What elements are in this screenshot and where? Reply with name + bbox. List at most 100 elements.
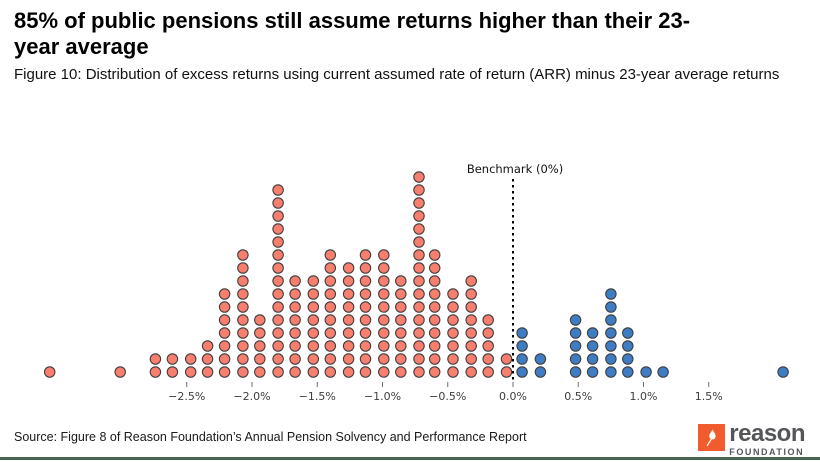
dot-negative-excess-return — [324, 353, 337, 365]
x-axis-tick-label: −2.5% — [168, 390, 205, 403]
dot-negative-excess-return — [465, 314, 477, 326]
dot-negative-excess-return — [254, 340, 266, 352]
dot-negative-excess-return — [342, 262, 355, 274]
dot-positive-excess-return — [657, 366, 669, 378]
dot-positive-excess-return — [605, 327, 617, 339]
dot-negative-excess-return — [428, 249, 441, 261]
dot-negative-excess-return — [324, 275, 337, 287]
dot-negative-excess-return — [254, 353, 266, 365]
dot-negative-excess-return — [500, 366, 513, 378]
dot-negative-excess-return — [324, 249, 337, 261]
dot-negative-excess-return — [395, 340, 407, 352]
dot-negative-excess-return — [218, 314, 231, 326]
dot-negative-excess-return — [359, 340, 372, 352]
dot-negative-excess-return — [428, 275, 441, 287]
dot-positive-excess-return — [586, 340, 599, 352]
chart-title: 85% of public pensions still assume retu… — [14, 8, 691, 59]
dot-negative-excess-return — [395, 366, 407, 378]
dot-negative-excess-return — [465, 366, 477, 378]
dot-negative-excess-return — [324, 314, 337, 326]
dot-negative-excess-return — [447, 288, 459, 300]
dot-negative-excess-return — [237, 301, 249, 313]
dot-negative-excess-return — [218, 340, 231, 352]
dot-negative-excess-return — [272, 314, 284, 326]
x-axis-tick-label: −0.5% — [429, 390, 466, 403]
dot-positive-excess-return — [516, 353, 528, 365]
dot-negative-excess-return — [428, 366, 441, 378]
dot-positive-excess-return — [622, 353, 634, 365]
dot-negative-excess-return — [378, 340, 390, 352]
dot-negative-excess-return — [413, 210, 425, 222]
dot-negative-excess-return — [413, 366, 425, 378]
dot-negative-excess-return — [359, 249, 372, 261]
dot-negative-excess-return — [378, 327, 390, 339]
dot-negative-excess-return — [447, 327, 459, 339]
dot-negative-excess-return — [482, 353, 494, 365]
dot-positive-excess-return — [569, 314, 582, 326]
bottom-border-rule — [0, 457, 820, 460]
dot-negative-excess-return — [272, 327, 284, 339]
dot-negative-excess-return — [395, 288, 407, 300]
dot-negative-excess-return — [237, 249, 249, 261]
dot-negative-excess-return — [447, 340, 459, 352]
dot-positive-excess-return — [605, 288, 617, 300]
dot-negative-excess-return — [413, 184, 425, 196]
dot-plot-svg: Benchmark (0%) −2.5% −2.0% −1.5% −1.0% −0.5% 0… — [43, 162, 789, 403]
dot-negative-excess-return — [465, 327, 477, 339]
dot-negative-excess-return — [395, 314, 407, 326]
source-note: Source: Figure 8 of Reason Foundation’s … — [14, 430, 527, 444]
dot-negative-excess-return — [289, 301, 301, 313]
dot-positive-excess-return — [605, 301, 617, 313]
dot-negative-excess-return — [254, 314, 266, 326]
dot-negative-excess-return — [413, 171, 425, 183]
dot-negative-excess-return — [184, 353, 197, 365]
dot-negative-excess-return — [465, 340, 477, 352]
dot-positive-excess-return — [534, 366, 547, 378]
dot-negative-excess-return — [237, 366, 249, 378]
dot-negative-excess-return — [272, 288, 284, 300]
dot-negative-excess-return — [465, 288, 477, 300]
dot-negative-excess-return — [272, 353, 284, 365]
dot-negative-excess-return — [359, 288, 372, 300]
dot-positive-excess-return — [516, 366, 528, 378]
torch-icon — [698, 424, 726, 451]
dot-negative-excess-return — [272, 184, 284, 196]
dot-negative-excess-return — [324, 366, 337, 378]
dot-negative-excess-return — [289, 275, 301, 287]
dot-negative-excess-return — [482, 366, 494, 378]
dot-positive-excess-return — [605, 340, 617, 352]
logo-wordmark: reason FOUNDATION — [729, 422, 805, 457]
logo-subbrand-text: FOUNDATION — [729, 447, 805, 457]
dot-negative-excess-return — [359, 353, 372, 365]
dot-negative-excess-return — [413, 301, 425, 313]
dot-negative-excess-return — [428, 288, 441, 300]
dot-negative-excess-return — [395, 327, 407, 339]
dot-negative-excess-return — [272, 301, 284, 313]
dot-negative-excess-return — [378, 262, 390, 274]
dot-negative-excess-return — [428, 301, 441, 313]
dot-negative-excess-return — [359, 262, 372, 274]
dot-positive-excess-return — [534, 353, 547, 365]
dot-negative-excess-return — [237, 327, 249, 339]
dot-positive-excess-return — [605, 366, 617, 378]
x-axis-tick-label: 0.5% — [564, 390, 592, 403]
dot-positive-excess-return — [569, 353, 582, 365]
dot-negative-excess-return — [272, 249, 284, 261]
dot-positive-excess-return — [516, 327, 528, 339]
dot-negative-excess-return — [218, 366, 231, 378]
x-axis-tick-label: −2.0% — [233, 390, 270, 403]
dot-negative-excess-return — [237, 314, 249, 326]
dot-negative-excess-return — [465, 353, 477, 365]
dot-negative-excess-return — [465, 275, 477, 287]
dot-positive-excess-return — [586, 353, 599, 365]
dot-positive-excess-return — [622, 327, 634, 339]
dot-positive-excess-return — [569, 327, 582, 339]
dot-negative-excess-return — [359, 314, 372, 326]
dot-negative-excess-return — [482, 314, 494, 326]
dot-negative-excess-return — [342, 327, 355, 339]
dot-negative-excess-return — [272, 197, 284, 209]
dot-negative-excess-return — [378, 314, 390, 326]
dot-negative-excess-return — [413, 223, 425, 235]
dot-negative-excess-return — [413, 275, 425, 287]
dot-negative-excess-return — [465, 301, 477, 313]
